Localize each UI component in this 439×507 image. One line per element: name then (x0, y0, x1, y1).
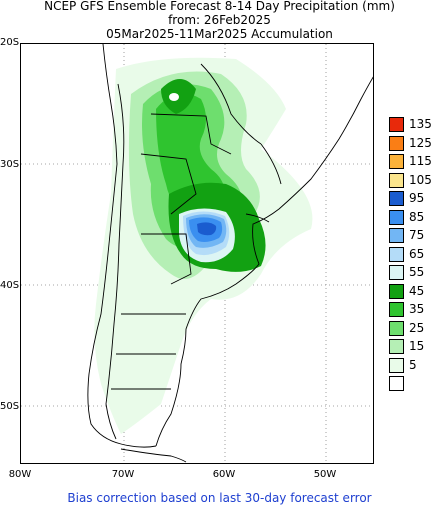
legend-swatch (389, 302, 404, 317)
map-title-line-1: NCEP GFS Ensemble Forecast 8-14 Day Prec… (44, 0, 395, 13)
legend-swatch (389, 376, 404, 391)
legend-label: 65 (409, 246, 425, 261)
legend-swatch (389, 357, 404, 373)
legend-label: 15 (409, 339, 425, 353)
legend-label: 85 (409, 209, 425, 224)
lon-label-60w: 60W (212, 469, 236, 480)
legend-swatch (389, 172, 404, 188)
precip-shading (94, 57, 313, 434)
coastlines-borders (87, 44, 373, 463)
legend-swatch (389, 135, 404, 151)
precipitation-map (20, 43, 374, 464)
map-title-line-2: from: 26Feb2025 (168, 13, 271, 27)
legend-swatch (389, 320, 404, 336)
lat-label-30s: 30S (0, 159, 20, 170)
lat-label-20s: 20S (0, 37, 20, 48)
legend-swatch (389, 228, 404, 243)
map-canvas (21, 44, 373, 463)
legend-swatch (389, 117, 404, 132)
legend-label: 55 (409, 265, 425, 279)
legend-swatch (389, 191, 404, 206)
legend-label: 25 (409, 320, 425, 335)
legend-label: 45 (409, 283, 425, 298)
lon-label-70w: 70W (111, 469, 135, 480)
legend-swatch (389, 265, 404, 280)
legend-swatch (389, 283, 404, 299)
legend-swatch (389, 246, 404, 262)
map-title-line-3: 05Mar2025-11Mar2025 Accumulation (106, 27, 333, 41)
lat-label-50s: 50S (0, 401, 20, 412)
legend-label: 35 (409, 302, 425, 316)
legend-label: 105 (409, 172, 432, 187)
bias-correction-note: Bias correction based on last 30-day for… (67, 491, 372, 505)
legend-label: 5 (409, 357, 417, 372)
legend-label: 95 (409, 191, 425, 205)
lon-label-80w: 80W (8, 469, 32, 480)
legend-label: 75 (409, 228, 425, 242)
lat-label-40s: 40S (0, 280, 20, 291)
legend-label: 125 (409, 135, 432, 150)
lon-label-50w: 50W (313, 469, 337, 480)
legend-label: 135 (409, 117, 432, 131)
legend-label: 115 (409, 154, 432, 168)
legend-swatch (389, 154, 404, 169)
legend-swatch (389, 339, 404, 354)
legend-swatch (389, 209, 404, 225)
